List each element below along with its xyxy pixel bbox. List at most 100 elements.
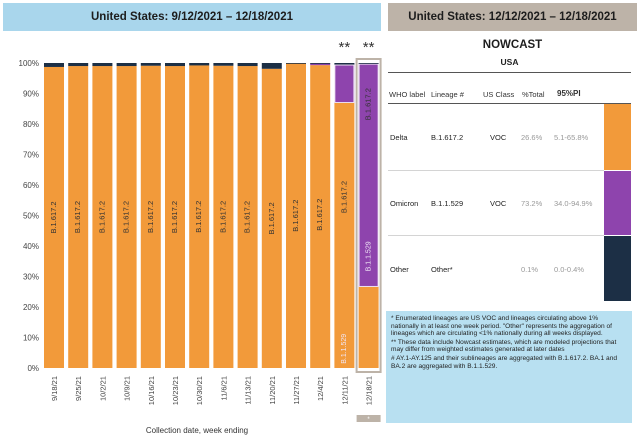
x-tick-label: 11/20/21 <box>268 376 277 405</box>
bar-segment-delta <box>334 102 355 368</box>
bar-label-delta: B.1.617.2 <box>194 201 203 233</box>
nowcast-highlight-frame <box>355 58 382 373</box>
y-tick-label: 90% <box>23 90 39 99</box>
row-delta-pct: 26.6% <box>521 133 543 142</box>
row-other-pi: 0.0-0.4% <box>554 265 585 274</box>
bar-label-delta: B.1.617.2 <box>243 201 252 233</box>
x-tick-label: 9/18/21 <box>50 376 59 401</box>
bar-segment-other <box>237 63 258 67</box>
x-axis-title: Collection date, week ending <box>146 426 248 435</box>
row-other-who: Other <box>390 265 409 274</box>
row-other-pct: 0.1% <box>521 265 539 274</box>
bar-segment-delta <box>261 68 282 369</box>
bar-segment-other <box>358 63 379 64</box>
bar-segment-other <box>140 63 161 66</box>
x-tick-label: 11/13/21 <box>244 376 253 405</box>
y-tick-label: 40% <box>23 242 39 251</box>
bar-segment-delta <box>68 66 89 369</box>
bar-segment-delta <box>140 65 161 369</box>
x-tick-label: 10/16/21 <box>147 376 156 405</box>
bar-segment-delta <box>237 66 258 369</box>
bar-segment-other <box>213 63 234 66</box>
y-tick-label: 80% <box>23 120 39 129</box>
x-tick-label: 10/9/21 <box>123 376 132 401</box>
bar-segment-other <box>261 63 282 69</box>
bar-segment-omicron <box>310 63 331 66</box>
nowcast-annotation: ** <box>339 39 351 56</box>
bar-segment-other <box>310 63 331 64</box>
bar-segment-delta <box>165 66 185 369</box>
bar-segment-omicron <box>334 64 355 103</box>
row-delta-who: Delta <box>390 133 408 142</box>
bar-segment-delta <box>358 286 379 368</box>
bar-segment-other <box>334 63 355 65</box>
bar-label-delta: B.1.617.2 <box>267 202 276 234</box>
row-delta-pi: 5.1-65.8% <box>554 133 589 142</box>
bar-label-delta: B.1.617.2 <box>73 201 82 233</box>
footnote-double-asterisk: ** These data include Nowcast estimates,… <box>391 338 617 354</box>
x-tick-label: 10/2/21 <box>98 376 107 401</box>
bar-segment-delta <box>213 65 234 369</box>
row-delta-lineage: B.1.617.2 <box>431 133 464 142</box>
x-tick-label: 12/4/21 <box>316 376 325 401</box>
x-tick-label: 10/23/21 <box>171 376 180 405</box>
y-tick-label: 30% <box>23 273 39 282</box>
table-header-rule <box>388 103 631 104</box>
bar-segment-delta <box>189 65 210 368</box>
nowcast-badge <box>356 415 381 422</box>
column-header-pi: 95%PI <box>557 89 581 98</box>
historical-panel-header: United States: 9/12/2021 – 12/18/2021 <box>3 3 381 31</box>
y-tick-label: 10% <box>23 334 39 343</box>
bar-label-delta: B.1.617.2 <box>315 199 324 231</box>
table-top-rule <box>388 72 631 73</box>
row-other-lineage: Other* <box>431 265 453 274</box>
x-tick-label: 11/27/21 <box>292 376 301 405</box>
bar-segment-delta <box>92 66 113 369</box>
table-title: USA <box>500 57 519 67</box>
bar-label-delta: B.1.617.2 <box>291 200 300 232</box>
row-omicron-lineage: B.1.1.529 <box>431 199 464 208</box>
y-tick-label: 20% <box>23 303 39 312</box>
bar-segment-omicron <box>358 63 379 287</box>
bar-segment-outline <box>334 64 355 103</box>
x-tick-label: 12/11/21 <box>340 376 349 405</box>
nowcast-annotation: ** <box>363 39 375 56</box>
row-omicron-color-swatch <box>604 171 631 235</box>
x-tick-label: 9/25/21 <box>74 376 83 401</box>
column-header-pct-total: %Total <box>522 90 545 99</box>
row-delta-class: VOC <box>490 133 507 142</box>
bar-segment-other <box>189 63 210 66</box>
bar-label-delta: B.1.617.2 <box>339 181 348 213</box>
nowcast-panel-header: United States: 12/12/2021 – 12/18/2021 N… <box>388 3 637 51</box>
bar-segment-delta <box>44 66 64 368</box>
bar-label-delta: B.1.617.2 <box>218 201 227 233</box>
row-delta-color-swatch <box>604 104 631 170</box>
row-omicron-class: VOC <box>490 199 507 208</box>
nowcast-badge-text: * <box>367 417 370 423</box>
x-tick-label: 11/6/21 <box>219 376 228 400</box>
x-tick-label: 12/18/21 <box>365 376 374 405</box>
bar-segment-other <box>116 63 137 67</box>
y-tick-label: 70% <box>23 151 39 160</box>
row-other-color-swatch <box>604 236 631 301</box>
bar-label-delta: B.1.617.2 <box>170 201 179 233</box>
bar-segment-other <box>68 63 89 67</box>
y-tick-label: 0% <box>27 364 39 373</box>
y-tick-label: 50% <box>23 212 39 221</box>
column-header-lineage: Lineage # <box>431 90 464 99</box>
bar-label-delta: B.1.617.2 <box>49 201 58 233</box>
row-omicron-who: Omicron <box>390 199 419 208</box>
bar-label-omicron: B.1.1.529 <box>341 334 348 364</box>
y-tick-label: 100% <box>19 59 39 68</box>
footnote-asterisk: * Enumerated lineages are US VOC and lin… <box>391 315 612 338</box>
y-tick-label: 60% <box>23 181 39 190</box>
bar-label-delta: B.1.617.2 <box>364 88 373 120</box>
x-tick-label: 10/30/21 <box>195 376 204 405</box>
bar-label-delta: B.1.617.2 <box>97 201 106 233</box>
column-header-who-label: WHO label <box>389 90 426 99</box>
bar-label-omicron: B.1.1.529 <box>365 241 372 271</box>
bar-segment-other <box>286 63 306 64</box>
footnote-hash: # AY.1-AY.125 and their sublineages are … <box>391 354 618 370</box>
row-separator <box>388 170 604 171</box>
